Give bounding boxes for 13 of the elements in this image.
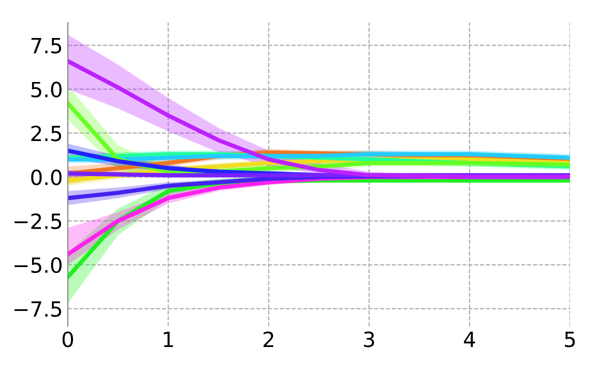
x-tick-label: 1 (164, 332, 173, 347)
x-tick-label: 3 (364, 331, 374, 348)
y-tick-label: 2.5 (31, 126, 62, 142)
x-tick-label: 0 (62, 331, 74, 348)
x-tick-label: 2 (264, 331, 274, 347)
y-tick-label: −7.5 (14, 301, 62, 317)
y-tick-label: 0.0 (31, 169, 62, 186)
y-tick-label: −5.0 (14, 257, 62, 274)
y-tick-label: 7.5 (32, 38, 62, 54)
y-tick-label: −2.5 (14, 213, 62, 230)
x-tick-label: 4 (464, 332, 476, 347)
y-tick-label: 5.0 (31, 82, 62, 98)
x-tick-label: 5 (564, 332, 575, 348)
